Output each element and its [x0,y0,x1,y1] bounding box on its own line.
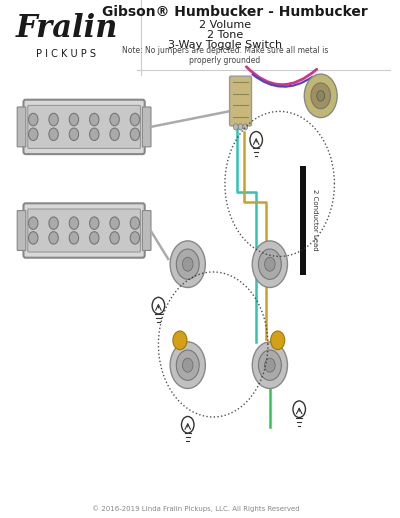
Circle shape [90,128,99,140]
Circle shape [49,217,58,229]
Circle shape [69,232,79,244]
Text: 3-Way Toggle Switch: 3-Way Toggle Switch [168,40,282,50]
FancyBboxPatch shape [24,100,145,154]
Circle shape [110,217,119,229]
Circle shape [28,217,38,229]
Circle shape [49,128,58,140]
Text: © 2016-2019 Linda Fralin Pickups, LLC. All Rights Reserved: © 2016-2019 Linda Fralin Pickups, LLC. A… [92,505,299,512]
Circle shape [90,217,99,229]
FancyBboxPatch shape [28,106,140,149]
FancyBboxPatch shape [142,211,151,251]
Circle shape [252,241,288,287]
Circle shape [182,257,193,271]
Circle shape [28,113,38,126]
Circle shape [182,358,193,372]
Text: 2 Conductor Lead: 2 Conductor Lead [312,190,318,251]
Circle shape [311,83,330,109]
Text: Fralin: Fralin [15,13,118,44]
Circle shape [28,128,38,140]
Circle shape [90,113,99,126]
Circle shape [176,350,199,380]
Circle shape [264,358,275,372]
Bar [300,166,306,275]
Circle shape [234,124,238,130]
FancyBboxPatch shape [28,209,140,252]
FancyBboxPatch shape [24,204,145,258]
Circle shape [69,217,79,229]
Circle shape [170,241,205,287]
Circle shape [49,232,58,244]
Text: 2 Tone: 2 Tone [207,30,243,40]
Circle shape [271,331,285,350]
Circle shape [170,342,205,388]
Circle shape [49,113,58,126]
Circle shape [173,331,187,350]
Circle shape [304,74,337,118]
FancyBboxPatch shape [17,211,26,251]
Circle shape [176,249,199,279]
Circle shape [130,128,140,140]
Circle shape [130,232,140,244]
Text: Note: No jumpers are depicted. Make sure all metal is
properly grounded: Note: No jumpers are depicted. Make sure… [122,46,328,65]
Circle shape [130,217,140,229]
Circle shape [258,350,281,380]
Circle shape [317,91,325,101]
Circle shape [110,232,119,244]
FancyBboxPatch shape [142,107,151,147]
Circle shape [130,113,140,126]
Circle shape [90,232,99,244]
Circle shape [238,124,243,130]
Circle shape [258,249,281,279]
Circle shape [110,128,119,140]
Text: Gibson® Humbucker - Humbucker: Gibson® Humbucker - Humbucker [102,5,368,19]
Circle shape [252,342,288,388]
Circle shape [110,113,119,126]
Circle shape [264,257,275,271]
Circle shape [28,232,38,244]
Circle shape [69,113,79,126]
Text: 2 Volume: 2 Volume [199,20,251,31]
FancyBboxPatch shape [230,76,252,126]
FancyBboxPatch shape [17,107,26,147]
Circle shape [243,124,248,130]
Circle shape [69,128,79,140]
Text: P I C K U P S: P I C K U P S [36,49,96,60]
